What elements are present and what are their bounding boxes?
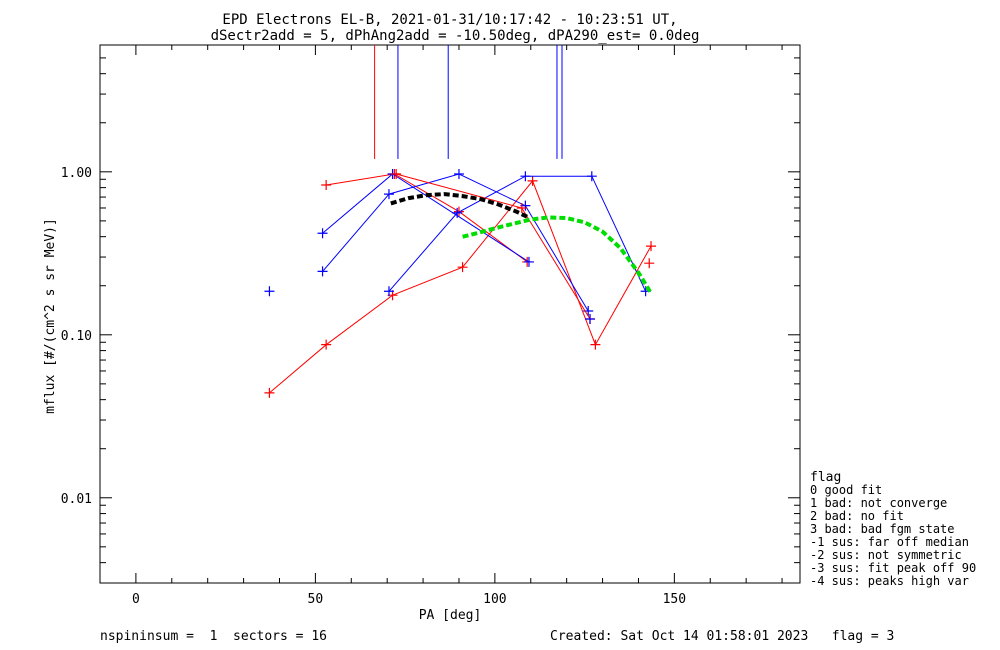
- series-7: [644, 258, 655, 269]
- data-point: [383, 286, 394, 297]
- series-0: [264, 175, 657, 398]
- x-tick-label: 50: [308, 592, 324, 607]
- chart-title: EPD Electrons EL-B, 2021-01-31/10:17:42 …: [222, 12, 677, 28]
- legend-item: 3 bad: bad fgm state: [810, 522, 955, 536]
- data-point: [457, 262, 468, 273]
- series-9: [462, 215, 653, 295]
- data-point: [264, 387, 275, 398]
- data-point: [453, 168, 464, 179]
- legend-item: -3 sus: fit peak off 90: [810, 561, 976, 575]
- data-point: [317, 228, 328, 239]
- data-point: [391, 168, 402, 179]
- data-point: [383, 189, 394, 200]
- series-8: [390, 192, 529, 219]
- data-point: [264, 286, 275, 297]
- legend-item: -2 sus: not symmetric: [810, 548, 962, 562]
- data-point: [321, 180, 332, 191]
- data-point: [520, 171, 531, 182]
- data-point: [646, 241, 657, 252]
- peak-markers: [374, 45, 563, 159]
- chart-subtitle: dSectr2add = 5, dPhAng2add = -10.50deg, …: [211, 28, 700, 44]
- legend-item: 2 bad: no fit: [810, 509, 904, 523]
- data-point: [590, 339, 601, 350]
- legend-item: 1 bad: not converge: [810, 496, 947, 510]
- x-axis: 0 50 100 150: [132, 45, 783, 607]
- legend-item: -4 sus: peaks high var: [810, 574, 969, 588]
- fit-curve: [390, 192, 529, 219]
- y-axis-label: mflux [#/(cm^2 s sr MeV)]: [43, 218, 58, 414]
- legend: flag 0 good fit 1 bad: not converge 2 ba…: [810, 470, 976, 588]
- y-tick-label: 0.01: [61, 492, 92, 507]
- legend-item: 0 good fit: [810, 483, 882, 497]
- x-axis-label: PA [deg]: [419, 608, 482, 623]
- footer-left: nspininsum = 1 sectors = 16: [100, 629, 327, 644]
- y-tick-label: 1.00: [61, 166, 92, 181]
- series-6: [264, 286, 595, 325]
- data-point: [321, 339, 332, 350]
- plot-frame: [99, 44, 801, 584]
- legend-title: flag: [810, 470, 841, 485]
- series-4: [383, 171, 651, 297]
- footer-right: Created: Sat Oct 14 01:58:01 2023 flag =…: [550, 629, 894, 644]
- y-axis: 0.01 0.10 1.00: [61, 44, 800, 584]
- data-point: [516, 202, 527, 213]
- series-line: [396, 173, 591, 320]
- x-tick-label: 0: [132, 592, 140, 607]
- data-point: [586, 171, 597, 182]
- x-tick-label: 150: [663, 592, 686, 607]
- y-tick-label: 0.10: [61, 329, 92, 344]
- series-3: [317, 168, 594, 316]
- legend-item: -1 sus: far off median: [810, 535, 969, 549]
- series-line: [326, 173, 528, 263]
- fit-curve: [462, 215, 653, 295]
- data-point: [523, 256, 534, 267]
- data-point: [452, 207, 463, 218]
- data-series: [264, 168, 657, 398]
- data-point: [585, 314, 595, 325]
- data-point: [527, 175, 538, 186]
- data-point: [317, 266, 328, 277]
- x-tick-label: 100: [483, 592, 506, 607]
- data-point: [644, 258, 655, 269]
